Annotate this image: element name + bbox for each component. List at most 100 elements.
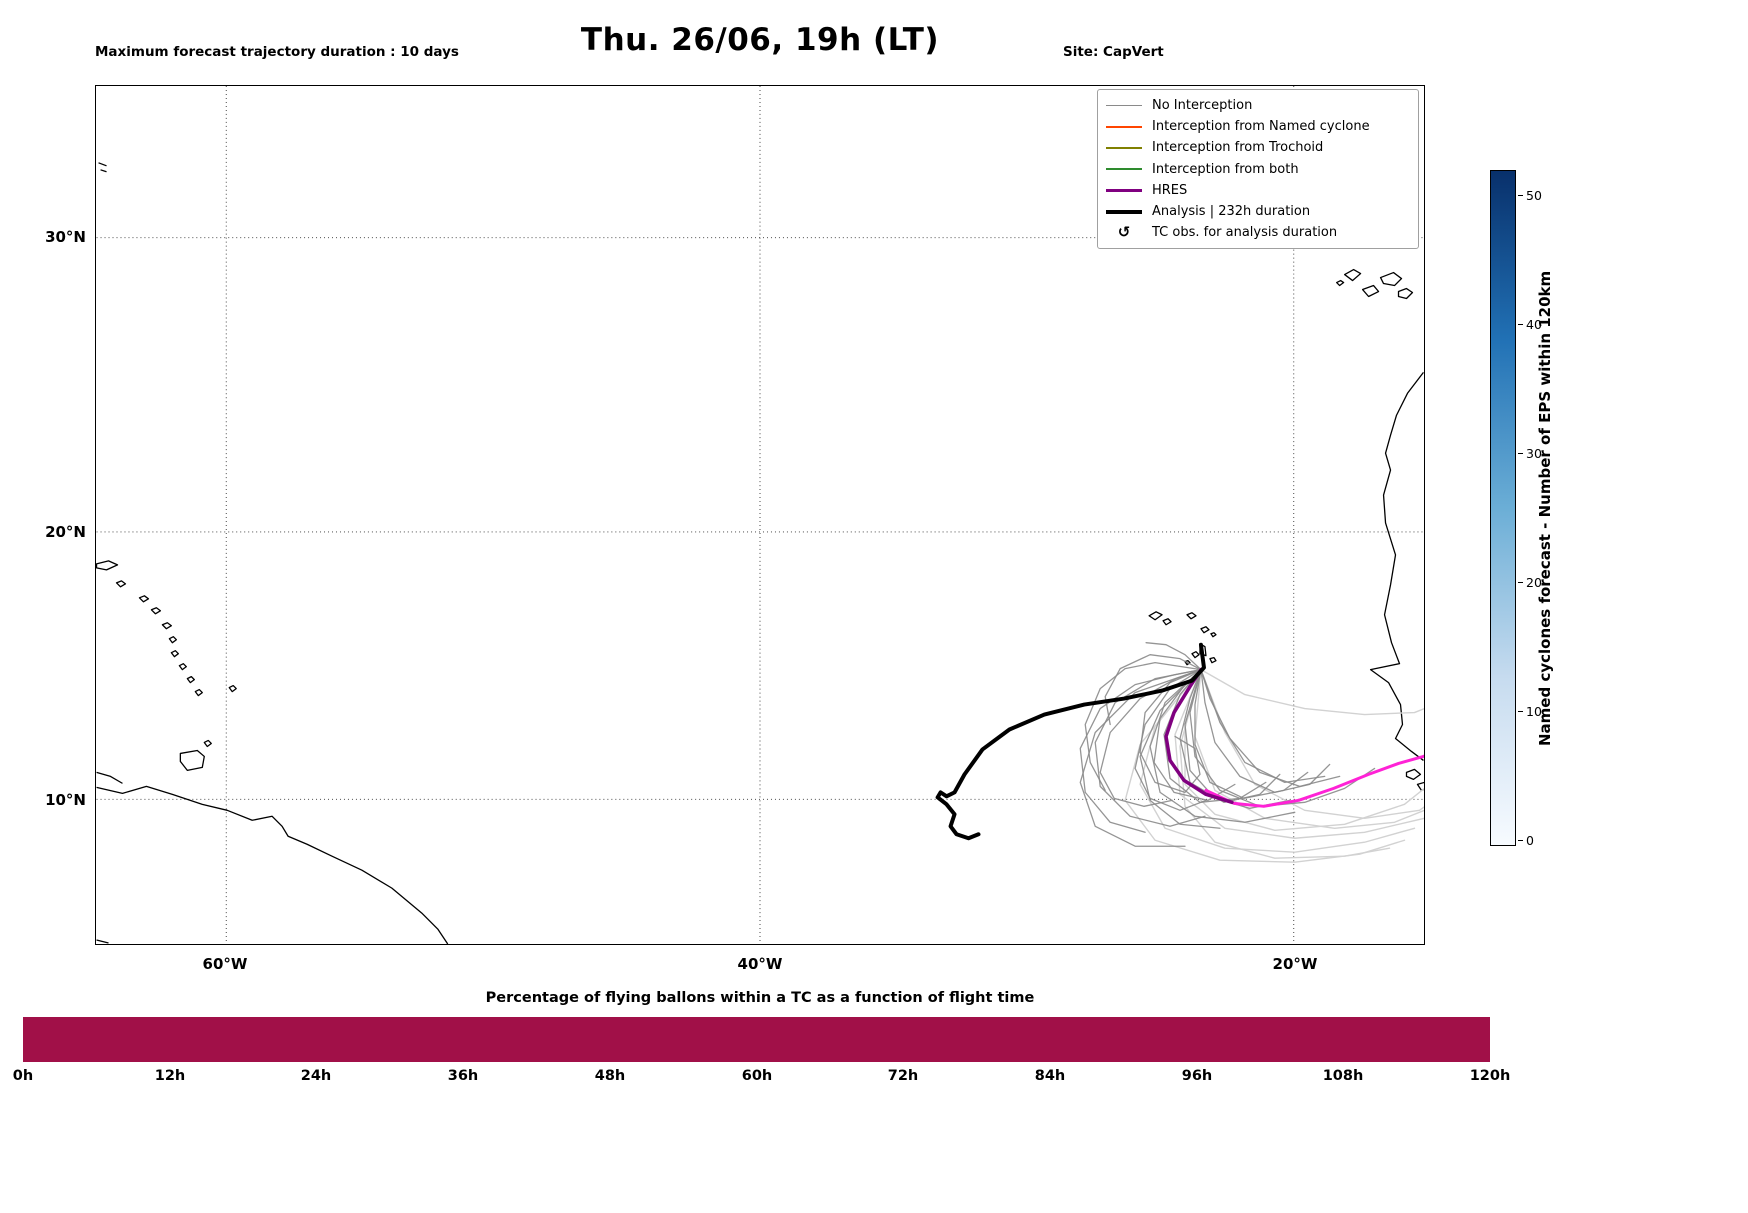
legend-item-no-interception: No Interception (1106, 95, 1410, 116)
coastline-path (1336, 279, 1345, 287)
legend-label: Interception from both (1152, 161, 1299, 177)
coastline-path (194, 688, 203, 697)
coastline-path (170, 650, 180, 658)
x-tick-20w: 20°W (1272, 955, 1318, 973)
legend-label: TC obs. for analysis duration (1152, 225, 1338, 241)
colorbar-tick-10: 10 (1518, 704, 1542, 720)
colorbar-tick-50: 50 (1518, 188, 1542, 204)
coastline-path (1416, 781, 1424, 792)
colorbar (1490, 170, 1516, 846)
trajectory-line (1200, 668, 1424, 819)
bottom-tick-84h: 84h (1034, 1068, 1066, 1084)
trajectory-line (1079, 668, 1202, 847)
bottom-tick-24h: 24h (300, 1068, 332, 1084)
trajectory-line (1200, 668, 1424, 716)
coastline-path (1162, 618, 1172, 626)
coastline-path (161, 622, 173, 630)
coastline-path (1186, 612, 1197, 620)
coastline-path (96, 771, 123, 784)
trajectory-line (1200, 668, 1326, 784)
bottom-tick-120h: 120h (1469, 1068, 1511, 1084)
no-interception-line-sample (1106, 104, 1142, 107)
coastline-path (1210, 632, 1217, 638)
legend-label: Analysis | 232h duration (1152, 204, 1311, 220)
flight-time-bar (23, 1017, 1490, 1062)
coastline-path (1343, 268, 1362, 282)
map-canvas (96, 86, 1424, 944)
legend-item-analysis: Analysis | 232h duration (1106, 201, 1410, 222)
trajectory-line (1145, 642, 1202, 671)
coastline-path (1379, 271, 1403, 287)
colorbar-gradient (1491, 171, 1515, 845)
trajectory-line (1084, 662, 1202, 792)
map-legend: No Interception Interception from Named … (1097, 89, 1419, 250)
legend-item-tc-obs: ↺ TC obs. for analysis duration (1106, 222, 1410, 243)
bottom-tick-0h: 0h (12, 1068, 34, 1084)
coastline-path (168, 636, 178, 644)
site: Site: CapVert (1063, 44, 1164, 61)
hres-line-sample (1106, 188, 1142, 193)
trajectory-line (1139, 668, 1221, 829)
coastline-path (1405, 768, 1422, 781)
y-tick-10n: 10°N (45, 791, 86, 809)
legend-label: Interception from Named cyclone (1152, 119, 1370, 135)
legend-label: HRES (1152, 182, 1188, 198)
coastline-path (1191, 651, 1200, 659)
coastline-path (1148, 611, 1163, 621)
coastlines (96, 162, 1424, 944)
coastline-path (100, 169, 107, 173)
y-tick-30n: 30°N (45, 228, 86, 246)
coastline-path (178, 663, 187, 671)
legend-label: No Interception (1152, 98, 1253, 114)
coastline-path (1369, 371, 1424, 761)
coastline-path (96, 785, 449, 944)
x-tick-60w: 60°W (202, 955, 248, 973)
page-title: Thu. 26/06, 19h (LT) (580, 22, 940, 58)
coastline-path (1200, 626, 1210, 634)
bottom-tick-72h: 72h (887, 1068, 919, 1084)
coastline-path (96, 560, 119, 571)
coastline-path (1397, 287, 1414, 300)
trajectory-line (1094, 668, 1206, 827)
coastline-path (186, 675, 195, 684)
cyclone-marker-icon: ↺ (1117, 223, 1131, 242)
trajectory-line (1164, 667, 1234, 805)
legend-item-both: Interception from both (1106, 159, 1410, 180)
coastline-path (150, 607, 162, 615)
colorbar-label: Named cyclones forecast - Number of EPS … (1536, 270, 1554, 746)
analysis-line-sample (1106, 209, 1142, 214)
legend-item-hres: HRES (1106, 180, 1410, 201)
coastline-path (179, 749, 205, 772)
bottom-chart-title: Percentage of flying ballons within a TC… (485, 990, 1035, 1006)
trajectory-line (1204, 754, 1424, 808)
legend-item-named-cyclone: Interception from Named cyclone (1106, 116, 1410, 137)
trajectories (935, 642, 1424, 863)
legend-label: Interception from Trochoid (1152, 140, 1324, 156)
both-line-sample (1106, 168, 1142, 170)
coastline-path (115, 580, 127, 588)
trajectory-line (1174, 668, 1424, 839)
bottom-tick-12h: 12h (154, 1068, 186, 1084)
trajectory-line (935, 642, 1206, 841)
x-tick-40w: 40°W (737, 955, 783, 973)
max-trajectory-duration: Maximum forecast trajectory duration : 1… (95, 44, 459, 61)
colorbar-tick-0: 0 (1518, 833, 1534, 849)
coastline-path (98, 162, 107, 167)
coastline-path (228, 684, 237, 693)
coastline-path (138, 595, 150, 603)
map-plot: No Interception Interception from Named … (95, 85, 1425, 945)
coastline-path (1361, 284, 1380, 298)
trajectory-line (1139, 668, 1416, 853)
bottom-tick-48h: 48h (594, 1068, 626, 1084)
y-tick-20n: 20°N (45, 523, 86, 541)
trajectory-line (1200, 668, 1341, 788)
trajectory-line (1189, 668, 1376, 807)
colorbar-tick-40: 40 (1518, 317, 1542, 333)
legend-item-trochoid: Interception from Trochoid (1106, 137, 1410, 158)
coastline-path (1209, 657, 1217, 664)
bottom-tick-36h: 36h (447, 1068, 479, 1084)
bottom-tick-108h: 108h (1322, 1068, 1364, 1084)
bottom-tick-60h: 60h (741, 1068, 773, 1084)
colorbar-tick-20: 20 (1518, 575, 1542, 591)
trajectory-line (1149, 668, 1296, 823)
